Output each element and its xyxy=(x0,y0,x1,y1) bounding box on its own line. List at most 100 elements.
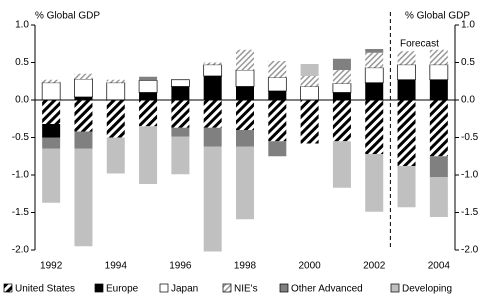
legend-label: Other Advanced xyxy=(291,284,363,295)
y-tick-label: 0.5 xyxy=(15,57,29,68)
bar-segment xyxy=(332,58,351,70)
bar-segment xyxy=(106,137,125,174)
bar-segment xyxy=(300,64,319,76)
x-tick-label: 2004 xyxy=(428,261,451,272)
bar-segment xyxy=(236,100,254,130)
bar-segment xyxy=(429,156,448,178)
bar-segment xyxy=(429,49,448,65)
legend-swatch xyxy=(159,283,169,293)
bar-segment xyxy=(268,141,287,157)
bar-segment xyxy=(203,146,222,252)
bar-segment xyxy=(268,91,287,100)
legend-label: Europe xyxy=(106,284,139,295)
x-tick-label: 1998 xyxy=(234,261,257,272)
legend-swatch xyxy=(390,283,400,293)
y2-tick-label: -1.0 xyxy=(461,170,479,181)
bar-segment xyxy=(365,154,384,212)
bar-segment xyxy=(139,76,158,81)
bar-segment xyxy=(42,137,61,149)
bar-segment xyxy=(106,100,125,138)
bar-segment xyxy=(429,64,449,81)
legend-swatch xyxy=(94,283,104,293)
y2-tick-label: 0.0 xyxy=(461,95,475,106)
bar-segment xyxy=(42,79,61,83)
legend-label: NIE's xyxy=(234,284,258,295)
y-axis-label: % Global GDP xyxy=(35,11,100,22)
y2-tick-label: -0.5 xyxy=(461,132,479,143)
bar-segment xyxy=(236,49,254,70)
bar-segment xyxy=(74,78,93,98)
y-tick-label: 1.0 xyxy=(15,20,29,31)
bar-segment xyxy=(332,92,351,100)
legend-label: Developing xyxy=(402,284,452,295)
y-tick-label: -2.0 xyxy=(12,245,30,256)
bar-segment xyxy=(171,79,190,87)
bar-segment xyxy=(300,100,319,144)
bar-segment xyxy=(365,100,384,154)
x-tick-label: 1992 xyxy=(40,261,63,272)
bar-segment xyxy=(138,80,158,93)
bar-segment xyxy=(42,124,61,138)
x-tick-label: 2002 xyxy=(363,261,386,272)
bar-segment xyxy=(429,100,448,157)
bar-segment xyxy=(74,73,93,79)
bar-segment xyxy=(74,131,93,149)
legend-label: Japan xyxy=(171,284,198,295)
bar-segment xyxy=(42,148,61,203)
bar-segment xyxy=(397,64,416,81)
y-tick-label: -0.5 xyxy=(12,132,30,143)
bar-segment xyxy=(365,82,384,100)
bar-segment xyxy=(106,82,126,101)
legend-swatch xyxy=(222,283,232,293)
bar-segment xyxy=(203,62,222,65)
bar-segment xyxy=(203,100,222,128)
bar-segment xyxy=(268,100,287,142)
bar-segment xyxy=(74,148,93,247)
bar-segment xyxy=(74,97,93,100)
bar-segment xyxy=(397,51,416,65)
bar-segment xyxy=(171,86,190,100)
bar-segment xyxy=(74,100,93,132)
x-tick-label: 1996 xyxy=(169,261,192,272)
y-tick-label: -1.0 xyxy=(12,170,30,181)
bar-segment xyxy=(139,92,158,100)
bar-segment xyxy=(106,79,125,83)
bar-segment xyxy=(203,127,222,147)
bar-segment xyxy=(268,61,287,78)
bar-segment xyxy=(332,83,352,93)
bar-segment xyxy=(236,86,254,100)
bar-segment xyxy=(171,127,190,137)
bar-segment xyxy=(429,79,448,100)
y2-axis-label: % Global GDP xyxy=(405,11,470,22)
bar-segment xyxy=(332,70,351,84)
annotation: Forecast xyxy=(400,39,439,50)
bar-segment xyxy=(365,49,384,53)
legend-swatch xyxy=(3,283,13,293)
y2-tick-label: 0.5 xyxy=(461,57,475,68)
bar-segment xyxy=(397,79,416,100)
bar-segment xyxy=(203,64,223,77)
bar-segment xyxy=(41,82,61,101)
bar-segment xyxy=(300,76,319,87)
bar-segment xyxy=(332,141,351,188)
bar-segment xyxy=(42,100,61,124)
bar-segment xyxy=(267,77,287,92)
y-tick-label: -1.5 xyxy=(12,207,30,218)
y2-tick-label: 1.0 xyxy=(461,20,475,31)
bar-segment xyxy=(203,76,222,100)
bar-segment xyxy=(365,52,384,68)
bar-segment xyxy=(429,177,448,217)
bar-segment xyxy=(397,100,416,166)
bar-segment xyxy=(300,86,319,101)
bar-segment xyxy=(364,67,384,84)
bar-segment xyxy=(332,100,351,142)
bar-segment xyxy=(236,146,254,220)
legend-swatch xyxy=(279,283,289,293)
bar-segment xyxy=(171,100,190,128)
y-tick-label: 0.0 xyxy=(15,95,29,106)
legend-label: United States xyxy=(15,284,75,295)
bar-segment xyxy=(397,166,416,208)
bar-segment xyxy=(235,69,255,87)
y2-tick-label: -1.5 xyxy=(461,207,479,218)
x-tick-label: 1994 xyxy=(105,261,128,272)
